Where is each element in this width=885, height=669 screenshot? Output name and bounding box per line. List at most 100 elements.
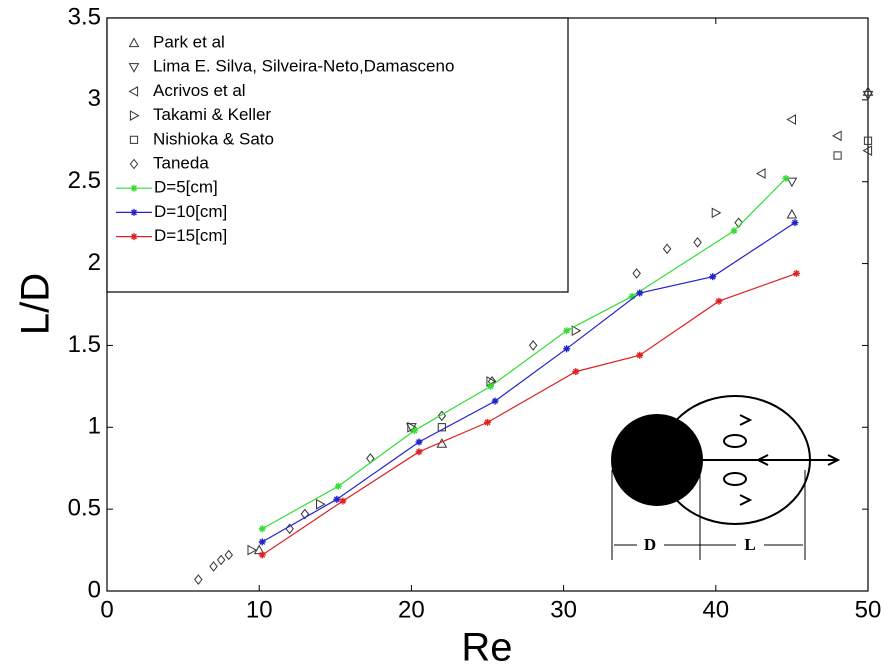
dimension-label: L bbox=[744, 535, 755, 554]
cylinder bbox=[611, 414, 703, 506]
marker bbox=[209, 561, 218, 572]
marker bbox=[791, 219, 799, 227]
inset-diagram bbox=[611, 395, 841, 560]
legend-label: Acrivos et al bbox=[153, 81, 246, 100]
marker bbox=[730, 227, 738, 235]
marker bbox=[258, 551, 266, 559]
x-tick-label: 20 bbox=[398, 596, 425, 623]
marker bbox=[636, 351, 644, 359]
marker bbox=[832, 130, 842, 142]
marker bbox=[415, 438, 423, 446]
marker bbox=[253, 544, 265, 555]
x-tick-label: 50 bbox=[855, 596, 882, 623]
marker bbox=[247, 544, 258, 556]
legend-marker bbox=[129, 135, 139, 144]
legend-marker bbox=[128, 86, 139, 97]
marker bbox=[300, 508, 310, 520]
marker bbox=[786, 114, 796, 125]
marker bbox=[755, 168, 766, 179]
marker bbox=[315, 498, 326, 510]
marker bbox=[406, 423, 417, 433]
dimension-label: D bbox=[644, 535, 656, 554]
x-tick-label: 30 bbox=[550, 596, 577, 623]
marker bbox=[715, 297, 723, 305]
x-tick-label: 40 bbox=[702, 596, 729, 623]
series-line bbox=[261, 178, 787, 530]
marker bbox=[571, 325, 582, 337]
marker bbox=[628, 292, 636, 300]
marker bbox=[415, 448, 423, 456]
y-tick-label: 2 bbox=[88, 249, 101, 276]
arrow-head bbox=[827, 454, 841, 466]
legend-label: Park et al bbox=[153, 32, 225, 51]
marker bbox=[334, 482, 342, 490]
y-axis-label: L/D bbox=[14, 273, 58, 335]
y-tick-label: 3.5 bbox=[68, 3, 101, 30]
marker bbox=[258, 538, 266, 546]
series-line bbox=[261, 272, 797, 556]
marker bbox=[734, 217, 743, 228]
marker bbox=[194, 574, 203, 585]
legend-box bbox=[106, 17, 569, 293]
marker bbox=[563, 345, 571, 353]
marker bbox=[782, 174, 790, 182]
marker bbox=[711, 207, 722, 219]
legend-label: D=15[cm] bbox=[154, 226, 227, 245]
legend-marker bbox=[130, 233, 138, 241]
y-tick-label: 1.5 bbox=[68, 331, 101, 358]
marker bbox=[333, 495, 341, 503]
marker bbox=[792, 269, 800, 277]
marker bbox=[572, 368, 580, 376]
vortex bbox=[723, 434, 747, 448]
marker bbox=[632, 268, 641, 279]
y-tick-label: 0 bbox=[88, 576, 101, 603]
legend-marker bbox=[130, 184, 138, 192]
y-tick-label: 3 bbox=[88, 85, 101, 112]
arrow-head bbox=[739, 414, 753, 426]
marker bbox=[786, 177, 798, 188]
marker bbox=[224, 549, 234, 561]
marker bbox=[693, 236, 702, 248]
marker bbox=[786, 208, 798, 219]
marker bbox=[437, 423, 446, 432]
legend-label: Taneda bbox=[153, 153, 209, 172]
arrow-head bbox=[755, 454, 769, 466]
marker bbox=[709, 273, 717, 281]
marker bbox=[258, 525, 266, 533]
marker bbox=[862, 90, 874, 101]
marker bbox=[563, 327, 571, 335]
marker bbox=[862, 145, 873, 156]
x-tick-label: 0 bbox=[100, 596, 113, 623]
marker bbox=[216, 554, 226, 566]
marker bbox=[833, 151, 842, 160]
arrow-head bbox=[739, 494, 753, 506]
marker bbox=[662, 243, 672, 255]
y-tick-label: 1 bbox=[88, 413, 101, 440]
x-axis-label: Re bbox=[461, 626, 512, 669]
y-tick-label: 2.5 bbox=[68, 167, 101, 194]
marker bbox=[407, 421, 417, 433]
legend-marker bbox=[129, 158, 139, 170]
legend-label: D=10[cm] bbox=[154, 202, 227, 221]
marker bbox=[437, 410, 447, 422]
y-tick-label: 0.5 bbox=[68, 494, 101, 521]
legend-label: D=5[cm] bbox=[154, 178, 218, 197]
legend-marker bbox=[130, 208, 138, 216]
marker bbox=[636, 289, 644, 297]
marker bbox=[491, 397, 499, 405]
legend-label: Nishioka & Sato bbox=[153, 129, 274, 148]
marker bbox=[410, 427, 418, 435]
marker bbox=[484, 418, 491, 426]
legend-marker bbox=[129, 110, 140, 121]
legend-label: Lima E. Silva, Silveira-Neto,Damasceno bbox=[153, 57, 454, 76]
marker bbox=[528, 340, 538, 351]
legend-marker bbox=[128, 37, 140, 48]
series-line bbox=[261, 222, 796, 543]
legend-label: Takami & Keller bbox=[153, 105, 271, 124]
marker bbox=[863, 136, 873, 145]
x-tick-label: 10 bbox=[246, 596, 273, 623]
marker bbox=[339, 497, 347, 505]
legend-marker bbox=[128, 63, 140, 73]
marker bbox=[487, 382, 495, 390]
